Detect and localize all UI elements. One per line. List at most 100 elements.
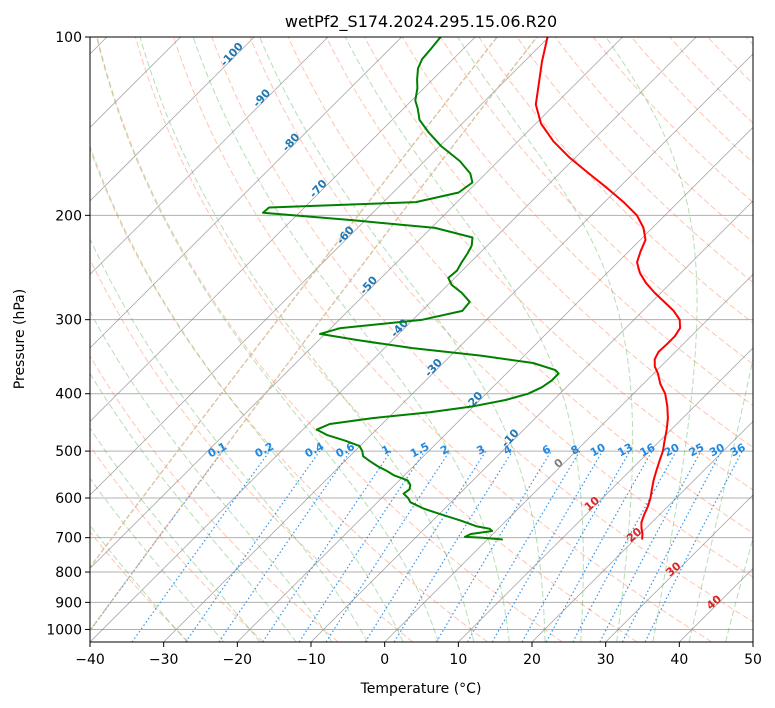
dry-adiabat-line (516, 37, 753, 284)
mixing-ratio-label: 3 (474, 443, 487, 458)
mixing-ratio-label: 10 (588, 441, 608, 460)
isotherm-line (384, 273, 753, 642)
mixing-ratio-label: 36 (728, 441, 748, 460)
mixing-ratio-line (325, 450, 451, 642)
isotherm-line (90, 37, 697, 642)
x-tick-label: −30 (149, 652, 179, 668)
x-tick-label: 20 (523, 652, 541, 668)
moist-adiabat-line (96, 37, 439, 642)
y-tick-label: 600 (55, 491, 82, 507)
moist-adiabat-line (457, 37, 634, 642)
mixing-ratio-lines (90, 450, 743, 642)
moist-adiabat-line (688, 356, 753, 642)
moist-adiabat-label: -100 (218, 40, 246, 69)
dry-adiabats (90, 37, 753, 642)
dry-adiabat-line (707, 37, 753, 85)
mixing-ratio-label: 0.1 (206, 440, 229, 461)
moist-adiabats (90, 37, 753, 642)
moist-adiabat-line (725, 536, 753, 642)
mixing-ratio-label: 1 (380, 443, 393, 458)
moist-adiabat-label: -80 (280, 130, 303, 154)
y-tick-label: 300 (55, 313, 82, 329)
isotherm-line (90, 37, 402, 349)
x-tick-label: −20 (223, 652, 253, 668)
y-tick-label: 500 (55, 444, 82, 460)
moist-adiabat-line (259, 37, 546, 642)
y-axis-label: Pressure (hPa) (12, 289, 28, 389)
mixing-ratio-label: 25 (687, 441, 707, 460)
isotherm-line (679, 567, 753, 642)
pressure-grid (90, 37, 753, 630)
isotherm-line (752, 641, 753, 642)
ice-saturation-line (90, 37, 538, 632)
moist-adiabat-line (90, 310, 333, 642)
isotherm-line (90, 37, 476, 423)
isotherm-line (237, 126, 753, 642)
y-tick-label: 400 (55, 387, 82, 403)
mixing-ratio-line (218, 450, 351, 642)
mixing-ratio-line (298, 450, 426, 642)
y-tick-label: 100 (55, 30, 82, 46)
mixing-ratio-line (131, 450, 271, 642)
x-tick-label: 0 (380, 652, 389, 668)
ice-saturation-line (90, 37, 498, 569)
dry-adiabat-line (90, 147, 488, 642)
moist-adiabat-line (90, 427, 261, 642)
mixing-ratio-line (393, 450, 513, 642)
ice-saturation-curves (90, 37, 538, 632)
moist-adiabat-line (90, 524, 188, 642)
moist-adiabat-line (90, 372, 297, 642)
dry-adiabat-line (134, 37, 638, 642)
mixing-ratio-label: 8 (569, 443, 582, 458)
moist-adiabat-label: -20 (463, 389, 486, 413)
moist-adiabat-line (90, 477, 225, 642)
mixing-ratio-label: 1.5 (408, 440, 431, 461)
isotherm-line (90, 37, 550, 496)
axis-ticks: −40 −30 −20 −10 0 10 20 30 40 5010020030040050060… (46, 30, 762, 668)
y-tick-label: 700 (55, 531, 82, 547)
moist-adiabat-line (344, 37, 584, 642)
isotherm-line (605, 494, 753, 642)
mixing-ratio-line (185, 450, 321, 642)
isotherms (90, 37, 753, 642)
plot-frame (89, 36, 754, 643)
y-tick-label: 900 (55, 595, 82, 611)
x-tick-label: 30 (597, 652, 615, 668)
mixing-ratio-label: 0.4 (303, 440, 327, 461)
dry-adiabat-line (90, 355, 339, 642)
dry-adiabat-label: 30 (664, 559, 684, 579)
x-tick-label: 40 (670, 652, 688, 668)
mixing-ratio-label: 16 (638, 441, 658, 460)
isotherm-line (90, 37, 329, 275)
mixing-ratio-label: 20 (662, 441, 682, 460)
mixing-ratio-line (572, 450, 677, 642)
x-tick-label: 50 (744, 652, 762, 668)
mixing-ratio-line (262, 450, 392, 642)
isotherm-line (163, 53, 753, 642)
dry-adiabat-line (325, 37, 753, 491)
mixing-ratio-label: 13 (615, 441, 635, 460)
dry-adiabat-line (440, 37, 753, 365)
mixing-ratio-line (545, 450, 653, 642)
dry-adiabat-line (249, 37, 753, 578)
moist-adiabat-line (139, 37, 475, 642)
x-axis-label: Temperature (°C) (360, 681, 482, 697)
moist-adiabat-label: -90 (250, 86, 273, 110)
mixing-ratio-line (599, 450, 702, 642)
mixing-ratio-line (364, 450, 487, 642)
mixing-ratio-line (521, 450, 631, 642)
mixing-ratio-label: 30 (707, 441, 727, 460)
isotherm-line (90, 37, 623, 570)
dry-adiabat-line (554, 37, 753, 243)
mixing-ratio-label: 0.2 (253, 440, 276, 461)
dry-adiabat-line (96, 37, 563, 642)
y-tick-label: 1000 (46, 622, 82, 638)
dry-adiabat-line (211, 37, 753, 623)
isotherm-line (531, 420, 753, 642)
dewpoint-trace (262, 37, 560, 541)
dry-adiabat-line (90, 445, 264, 642)
y-tick-label: 200 (55, 208, 82, 224)
moist-adiabat-label: -30 (422, 356, 445, 380)
dry-adiabat-line (592, 37, 753, 203)
isotherm-line (458, 347, 753, 642)
